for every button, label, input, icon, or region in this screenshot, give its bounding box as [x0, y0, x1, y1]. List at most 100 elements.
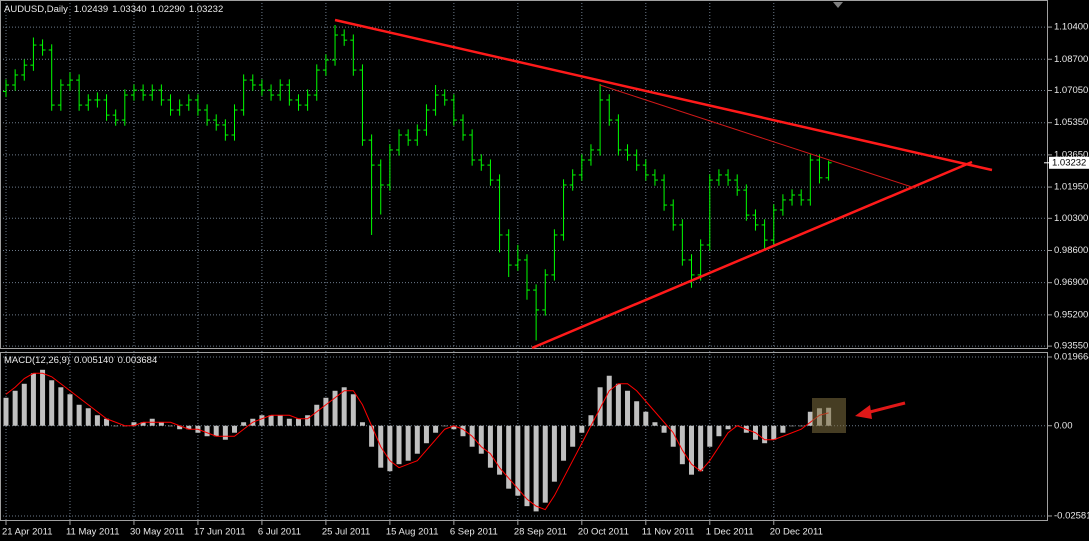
- macd-bar: [213, 425, 219, 437]
- macd-panel-border: [0, 352, 1048, 521]
- ohlc-bar: [679, 219, 686, 266]
- y-tick-label: 1.01950: [1054, 182, 1088, 193]
- ohlc-bar: [130, 84, 137, 101]
- ohlc-bar: [542, 269, 549, 316]
- macd-bar: [487, 425, 493, 468]
- macd-bar: [85, 408, 91, 426]
- ohlc-bar: [3, 79, 9, 98]
- x-tick-label: 11 Nov 2011: [642, 527, 694, 538]
- macd-bar: [533, 425, 539, 512]
- ohlc-bar: [405, 129, 412, 146]
- ohlc-bar: [158, 84, 165, 106]
- macd-bar: [689, 425, 694, 475]
- y-tick-label: 1.07050: [1054, 85, 1088, 96]
- ohlc-bar: [286, 79, 293, 106]
- ohlc-bar: [807, 154, 814, 206]
- macd-bar: [21, 383, 27, 426]
- ohlc-bar: [752, 209, 759, 231]
- ohlc-bar: [30, 37, 37, 71]
- ohlc-bar: [551, 229, 558, 281]
- ohlc-bar: [688, 254, 695, 288]
- macd-bar: [277, 415, 283, 426]
- macd-bar: [268, 415, 274, 426]
- macd-bar: [295, 418, 301, 426]
- ohlc-bar: [249, 74, 256, 91]
- macd-bar: [232, 425, 237, 433]
- macd-bar: [570, 425, 576, 447]
- ohlc-bar: [258, 79, 265, 96]
- ohlc-bar: [39, 39, 46, 56]
- ohlc-bar: [368, 134, 375, 235]
- x-tick-label: 21 Apr 2011: [2, 527, 53, 538]
- macd-bar: [131, 422, 137, 426]
- ohlc-bar: [350, 34, 357, 76]
- macd-bar: [414, 425, 420, 454]
- x-tick-label: 20 Oct 2011: [578, 527, 629, 538]
- y-tick-label: 1.10400: [1054, 22, 1088, 33]
- macd-bar: [58, 387, 64, 426]
- ohlc-bar: [633, 149, 640, 171]
- ohlc-bar: [12, 69, 19, 91]
- ohlc-bar: [386, 144, 393, 191]
- ohlc-bar: [715, 169, 722, 186]
- y-tick-label: 1.00300: [1054, 213, 1088, 224]
- macd-bar: [396, 425, 402, 465]
- ohlc-bar: [204, 104, 211, 126]
- ohlc-bar: [21, 59, 28, 81]
- x-tick-label: 17 Jun 2011: [194, 527, 246, 538]
- ohlc-bar: [140, 84, 147, 101]
- price-layer: 1.03232: [3, 24, 1089, 341]
- macd-bar: [158, 422, 164, 426]
- ohlc-bar: [569, 169, 576, 191]
- ohlc-bar: [277, 79, 284, 101]
- macd-bar: [561, 425, 567, 461]
- macd-bar: [259, 415, 265, 426]
- ohlc-bar: [231, 104, 238, 141]
- ohlc-bar: [597, 83, 604, 156]
- macd-bar: [497, 425, 503, 475]
- ohlc-bar: [396, 129, 403, 156]
- ohlc-bar: [725, 169, 732, 186]
- macd-bar: [323, 397, 329, 426]
- macd-bar: [506, 425, 512, 489]
- macd-bar: [515, 425, 521, 496]
- x-tick-label: 11 May 2011: [66, 527, 120, 538]
- price-panel-border: [0, 0, 1048, 349]
- signal-value: 0.003684: [118, 355, 158, 366]
- y-tick-label: 0.00: [1054, 420, 1073, 431]
- macd-bar: [798, 425, 804, 427]
- ohlc-bar: [523, 254, 530, 300]
- shift-marker: [833, 2, 843, 8]
- ohlc-bar: [268, 84, 275, 101]
- ohlc-bar: [642, 159, 649, 181]
- macd-bar: [542, 425, 548, 503]
- ohlc-bar: [578, 154, 585, 181]
- ohlc-bar: [651, 169, 658, 186]
- ohlc-bar: [487, 159, 494, 186]
- ohlc-bar: [48, 44, 55, 111]
- y-tick-label: 0.96900: [1054, 277, 1088, 288]
- ohlc-bar: [341, 29, 348, 46]
- ohlc-bar: [761, 219, 768, 249]
- macd-bar: [241, 422, 247, 426]
- macd-bar: [177, 425, 183, 430]
- macd-bar: [350, 394, 356, 426]
- ohlc-bar: [332, 24, 339, 66]
- macd-bar: [314, 404, 320, 426]
- macd-bar: [94, 415, 100, 426]
- ohlc-bar: [706, 174, 713, 251]
- ohlc-bar: [322, 54, 329, 76]
- ohlc-bar: [149, 84, 156, 101]
- ohlc-bar: [789, 189, 796, 206]
- macd-bar: [49, 380, 55, 426]
- macd-bar: [140, 422, 146, 426]
- thin-trendline: [599, 84, 916, 189]
- macd-bar: [670, 425, 676, 447]
- macd-bar: [652, 422, 658, 426]
- signal-line: [5, 372, 829, 511]
- y-tick-label: 1.08700: [1054, 54, 1088, 65]
- macd-bar: [423, 425, 429, 444]
- ohlc-bar: [112, 109, 119, 126]
- macd-bar: [204, 425, 210, 437]
- x-tick-label: 1 Dec 2011: [706, 527, 754, 538]
